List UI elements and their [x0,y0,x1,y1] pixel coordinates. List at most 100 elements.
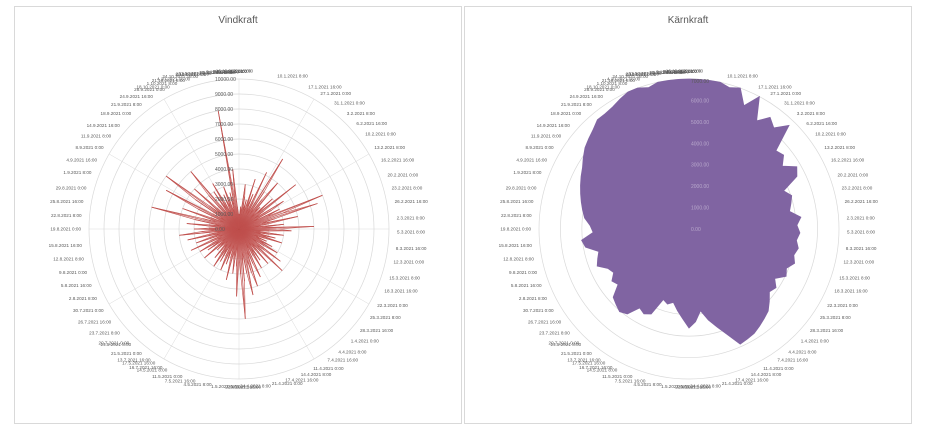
series-line-vindkraft [151,110,323,319]
r-tick-label: 0.00 [691,227,701,233]
category-label: 21.10.2021 8:00 [602,78,636,83]
category-label: 26.2.2021 16:00 [395,199,429,204]
category-label: 2.3.2021 0:00 [397,216,426,221]
category-label: 1.5.2021 0:00 [211,384,240,389]
category-label: 1.1.2021 0:00 [675,69,704,74]
category-label: 7.4.2021 16:00 [327,358,358,363]
grid-spoke [238,98,315,230]
category-label: 14.9.2021 16:00 [537,123,571,128]
category-label: 9.8.2021 0:00 [59,270,88,275]
category-label: 10.11.2021 8:00 [664,69,697,74]
category-label: 1.9.2021 8:00 [63,170,92,175]
category-label: 11.10.2021 8:00 [179,71,212,76]
category-label: 21.5.2021 0:00 [111,351,142,356]
category-label: 2.8.2021 8:00 [69,296,98,301]
category-label: 17.4.2021 16:00 [285,378,319,383]
r-tick-label: 5000.00 [215,152,233,158]
category-label: 6.2.2021 16:00 [356,121,387,126]
category-label: 7.5.2021 16:00 [615,379,646,384]
category-label: 3.11.2021 16:00 [206,70,239,75]
category-label: 23.2.2021 8:00 [392,186,423,191]
category-label: 13.7.2021 16:00 [567,358,601,363]
category-label: 13.7.2021 16:00 [117,358,151,363]
category-label: 23.7.2021 8:00 [539,330,570,335]
category-label: 20.2.2021 0:00 [388,173,419,178]
category-label: 8.9.2021 0:00 [75,145,104,150]
category-label: 21.9.2021 8:00 [111,102,142,107]
category-label: 16.11.2021 16:00 [216,69,252,74]
category-label: 28.3.2021 16:00 [360,328,394,333]
category-label: 20.7.2021 0:00 [549,340,580,345]
category-label: 3.2.2021 8:00 [347,111,376,116]
category-label: 17.4.2021 16:00 [735,378,769,383]
category-label: 10.2.2021 0:00 [365,132,396,137]
category-label: 12.3.2021 0:00 [844,260,875,265]
category-label: 23.7.2021 8:00 [89,330,120,335]
category-label: 9.8.2021 0:00 [509,270,538,275]
category-label: 4.9.2021 16:00 [66,157,97,162]
category-label: 18.10.2021 0:00 [586,85,620,90]
category-label: 11.9.2021 8:00 [531,134,562,139]
category-label: 8.3.2021 16:00 [846,246,877,251]
category-label: 29.8.2021 0:00 [56,186,87,191]
category-label: 1.10.2021 8:00 [597,81,628,86]
category-label: 18.10.2021 0:00 [136,85,170,90]
category-label: 4.5.2021 8:00 [633,382,662,387]
category-label: 13.2.2021 8:00 [824,145,855,150]
category-label: 18.3.2021 16:00 [834,288,868,293]
r-tick-label: 4000.00 [215,167,233,173]
category-label: 5.8.2021 16:00 [511,283,542,288]
category-label: 5.3.2021 8:00 [847,229,876,234]
category-label: 18.9.2021 0:00 [551,111,582,116]
category-label: 21.5.2021 0:00 [561,351,592,356]
category-label: 14.10.2021 16:00 [649,70,685,75]
r-tick-label: 5000.00 [691,120,709,126]
category-label: 10.11.2021 8:00 [214,69,247,74]
category-label: 16.6.2021 16:00 [228,385,262,390]
category-label: 30.7.2021 0:00 [523,308,554,313]
category-label: 24.4.2021 8:00 [240,384,271,389]
category-label: 16.7.2021 16:00 [129,365,163,370]
category-label: 1.5.2021 0:00 [661,384,690,389]
series-spike-vindkraft [238,228,246,319]
category-label: 17.5.2021 16:00 [122,361,156,366]
category-label: 4.10.2021 16:00 [157,76,191,81]
category-label: 3.2.2021 8:00 [797,111,826,116]
category-label: 21.10.2021 8:00 [152,78,186,83]
chart-title-karnkraft: Kärnkraft [667,15,709,26]
r-tick-label: 7000.00 [691,79,709,85]
category-label: 19.8.2021 0:00 [500,227,531,232]
r-tick-label: 10000.00 [215,77,236,83]
category-label: 27.1.2021 0:00 [770,91,801,96]
series-spike-vindkraft [151,206,240,230]
category-label: 26.2.2021 16:00 [845,199,879,204]
category-label: 1.4.2021 0:00 [801,338,830,343]
category-label: 25.8.2021 16:00 [50,199,84,204]
category-label: 10.1.2021 8:00 [277,73,308,78]
category-label: 11.4.2021 0:00 [763,366,794,371]
radar-chart-karnkraft: 0.00 1000.00 2000.00 3000.00 4000.00 5000.00 6… [499,69,879,390]
category-label: 11.5.2021 0:00 [602,374,633,379]
r-tick-label: 3000.00 [691,163,709,169]
category-label: 28.9.2021 0:00 [584,87,615,92]
category-label: 11.5.2021 0:00 [152,374,183,379]
category-label: 7.11.2021 0:00 [213,69,244,74]
series-spike-vindkraft [165,175,240,230]
radar-chart-vindkraft: 0.00 1000.00 2000.00 3000.00 4000.00 5000.00 6… [49,69,429,390]
category-label: 29.8.2021 0:00 [506,186,537,191]
category-label: 6.2.2021 16:00 [806,121,837,126]
category-label: 11.9.2021 8:00 [81,134,112,139]
category-label: 8.9.2021 0:00 [525,145,554,150]
category-label: 26.7.2021 16:00 [78,320,112,325]
chart-panel-karnkraft: Kärnkraft 0.00 1000.00 2000.00 3000.00 4000.… [464,6,912,424]
category-label: 7.4.2021 16:00 [777,358,808,363]
category-label: 24.10.2021 16:00 [162,74,198,79]
category-label: 30.7.2021 0:00 [73,308,104,313]
category-label: 1.4.2021 0:00 [351,338,380,343]
r-tick-label: 1000.00 [215,212,233,218]
category-label: 20.7.2021 0:00 [99,340,130,345]
category-label: 22.3.2021 0:00 [377,303,408,308]
category-label: 14.9.2021 16:00 [87,123,121,128]
category-label: 14.10.2021 16:00 [199,70,235,75]
category-label: 4.4.2021 8:00 [338,349,367,354]
